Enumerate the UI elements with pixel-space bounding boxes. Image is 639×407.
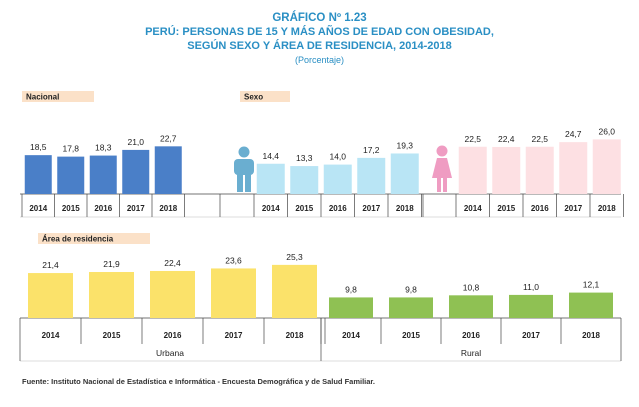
group-label-rural: Rural: [461, 348, 481, 358]
group-label-urbana: Urbana: [156, 348, 184, 358]
mujeres-bar-2015: [492, 146, 521, 194]
urbana-year-label-2017: 2017: [225, 331, 243, 340]
nacional-value-label-2017: 21,0: [127, 137, 144, 147]
urbana-year-label-2016: 2016: [164, 331, 182, 340]
mujeres-bar-2014: [458, 146, 487, 194]
nacional-value-label-2018: 22,7: [160, 133, 177, 143]
nacional-value-label-2015: 17,8: [62, 144, 79, 154]
rural-bar-2018: [569, 292, 613, 318]
hombres-year-label-2014: 2014: [262, 204, 280, 213]
mujeres-year-label-2014: 2014: [464, 204, 482, 213]
rural-year-label-2018: 2018: [582, 331, 600, 340]
man-icon: [234, 146, 254, 192]
rural-value-label-2015: 9,8: [405, 284, 417, 294]
hombres-value-label-2017: 17,2: [363, 145, 380, 155]
mujeres-value-label-2016: 22,5: [531, 134, 548, 144]
mujeres-value-label-2018: 26,0: [598, 126, 615, 136]
nacional-bar-2017: [122, 149, 150, 194]
mujeres-bar-2018: [592, 139, 621, 194]
woman-icon: [432, 145, 452, 192]
rural-value-label-2018: 12,1: [583, 280, 600, 290]
rural-year-label-2017: 2017: [522, 331, 540, 340]
urbana-year-label-2015: 2015: [103, 331, 121, 340]
mujeres-value-label-2017: 24,7: [565, 129, 582, 139]
section-label-nacional: Nacional: [26, 93, 59, 102]
man-icon-head: [238, 146, 250, 158]
mujeres-bar-2017: [559, 142, 588, 194]
hombres-bar-2016: [323, 164, 352, 194]
rural-bar-2016: [449, 295, 493, 318]
hombres-year-label-2017: 2017: [362, 204, 380, 213]
mujeres-value-label-2015: 22,4: [498, 134, 515, 144]
urbana-year-label-2014: 2014: [42, 331, 60, 340]
hombres-bar-2014: [256, 163, 285, 194]
urbana-year-label-2018: 2018: [286, 331, 304, 340]
woman-icon-head: [436, 145, 448, 157]
man-icon-leg: [237, 174, 243, 192]
mujeres-value-label-2014: 22,5: [464, 134, 481, 144]
urbana-value-label-2015: 21,9: [103, 259, 120, 269]
hombres-year-label-2016: 2016: [329, 204, 347, 213]
mujeres-bar-2016: [525, 146, 554, 194]
hombres-bar-2018: [390, 153, 419, 194]
nacional-year-label-2017: 2017: [127, 204, 145, 213]
urbana-value-label-2017: 23,6: [225, 255, 242, 265]
nacional-bar-2018: [154, 146, 182, 194]
section-label-area-bg: [38, 233, 150, 244]
urbana-value-label-2018: 25,3: [286, 252, 303, 262]
rural-year-label-2016: 2016: [462, 331, 480, 340]
urbana-value-label-2016: 22,4: [164, 258, 181, 268]
mujeres-year-label-2016: 2016: [531, 204, 549, 213]
hombres-year-label-2018: 2018: [396, 204, 414, 213]
rural-bar-2014: [329, 297, 373, 318]
woman-icon-leg: [443, 177, 447, 192]
chart-title-line-2: SEGÚN SEXO Y ÁREA DE RESIDENCIA, 2014-20…: [187, 40, 452, 52]
urbana-bar-2018: [272, 264, 317, 318]
nacional-value-label-2014: 18,5: [30, 142, 47, 152]
chart-title-line-1: PERÚ: PERSONAS DE 15 Y MÁS AÑOS DE EDAD …: [145, 26, 494, 38]
nacional-year-label-2018: 2018: [159, 204, 177, 213]
hombres-bar-2017: [357, 157, 386, 194]
man-icon-torso: [234, 159, 254, 175]
nacional-year-label-2014: 2014: [29, 204, 47, 213]
nacional-bar-2015: [57, 156, 85, 194]
rural-value-label-2016: 10,8: [463, 282, 480, 292]
urbana-bar-2014: [28, 273, 73, 318]
source-note: Fuente: Instituto Nacional de Estadístic…: [22, 377, 376, 386]
woman-icon-leg: [437, 177, 441, 192]
nacional-year-label-2015: 2015: [62, 204, 80, 213]
section-label-sexo-bg: [240, 91, 290, 102]
hombres-bar-2015: [290, 166, 319, 194]
hombres-value-label-2014: 14,4: [262, 151, 279, 161]
rural-bar-2017: [509, 294, 553, 318]
rural-bar-2015: [389, 297, 433, 318]
section-label-sexo: Sexo: [244, 93, 263, 102]
hombres-value-label-2018: 19,3: [396, 140, 413, 150]
rural-year-label-2014: 2014: [342, 331, 360, 340]
woman-icon-dress: [432, 158, 452, 178]
urbana-bar-2016: [150, 270, 195, 318]
chart-unit: (Porcentaje): [294, 55, 345, 65]
section-label-area: Área de residencia: [42, 235, 114, 244]
section-label-nacional-bg: [22, 91, 94, 102]
urbana-bar-2017: [211, 268, 256, 318]
mujeres-year-label-2018: 2018: [598, 204, 616, 213]
nacional-value-label-2016: 18,3: [95, 143, 112, 153]
urbana-bar-2015: [89, 272, 134, 318]
mujeres-year-label-2015: 2015: [497, 204, 515, 213]
nacional-bar-2014: [24, 155, 52, 194]
chart-number: GRÁFICO Nº 1.23: [272, 12, 367, 24]
hombres-value-label-2016: 14,0: [329, 152, 346, 162]
rural-value-label-2017: 11,0: [523, 282, 539, 292]
mujeres-year-label-2017: 2017: [564, 204, 582, 213]
man-icon-leg: [245, 174, 251, 192]
nacional-bar-2016: [89, 155, 117, 194]
hombres-year-label-2015: 2015: [295, 204, 313, 213]
nacional-year-label-2016: 2016: [94, 204, 112, 213]
rural-year-label-2015: 2015: [402, 331, 420, 340]
urbana-value-label-2014: 21,4: [42, 260, 59, 270]
hombres-value-label-2015: 13,3: [296, 153, 313, 163]
rural-value-label-2014: 9,8: [345, 284, 357, 294]
